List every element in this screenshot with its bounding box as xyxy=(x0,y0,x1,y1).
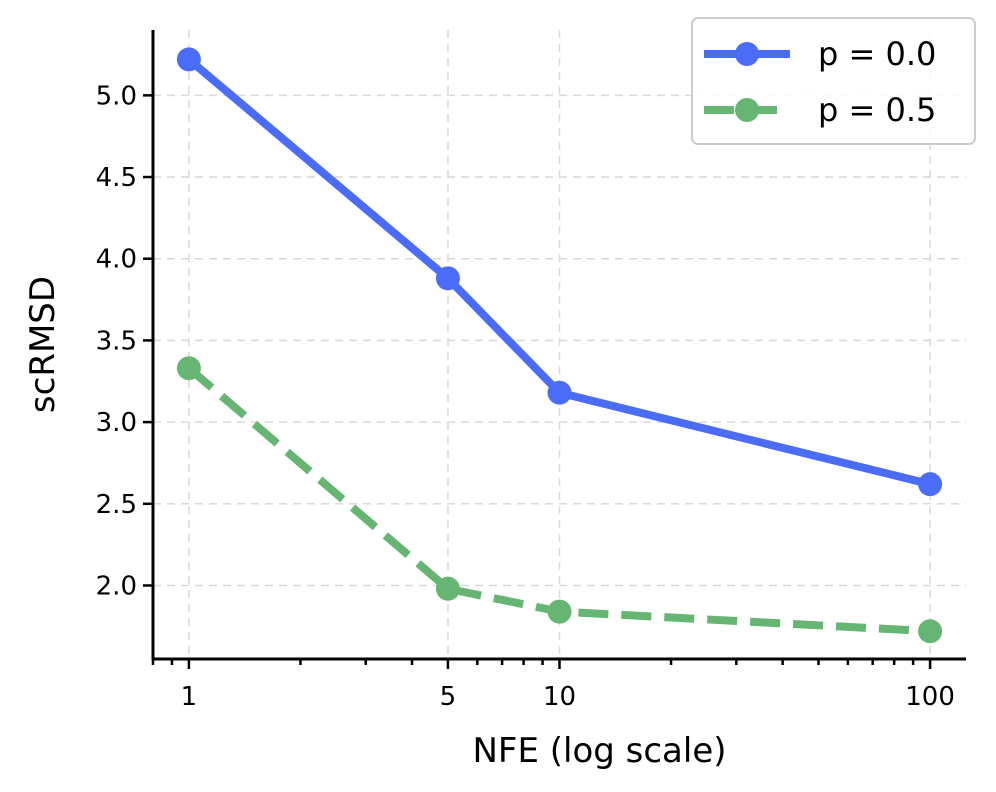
legend-label: p = 0.0 xyxy=(818,35,936,73)
x-tick-label: 5 xyxy=(440,682,457,712)
series-line xyxy=(186,365,931,636)
data-point xyxy=(435,576,460,601)
data-point xyxy=(176,356,201,381)
data-point xyxy=(918,472,943,497)
data-point xyxy=(918,619,943,644)
x-tick-label: 1 xyxy=(181,682,198,712)
y-tick-label: 2.0 xyxy=(96,571,137,601)
y-tick-label: 5.0 xyxy=(96,81,137,111)
y-axis-title: scRMSD xyxy=(23,276,63,413)
legend: p = 0.0 p = 0.5 xyxy=(691,17,976,145)
x-axis-title: NFE (log scale) xyxy=(472,731,726,771)
x-tick-label: 100 xyxy=(905,682,955,712)
y-tick-label: 4.0 xyxy=(96,245,137,275)
data-point xyxy=(547,380,572,405)
y-tick-label: 3.0 xyxy=(96,408,137,438)
series-group xyxy=(176,47,943,644)
data-point xyxy=(176,47,201,72)
x-tick-label: 10 xyxy=(543,682,576,712)
y-tick-label: 3.5 xyxy=(96,326,137,356)
legend-marker xyxy=(735,42,759,66)
data-point xyxy=(547,599,572,624)
legend-label: p = 0.5 xyxy=(818,91,936,129)
y-tick-label: 4.5 xyxy=(96,163,137,193)
series-line xyxy=(186,56,932,489)
axes: 2.0 2.5 3.0 3.5 4.0 4.5 5.0 1 5 10 100 NFE (log sca… xyxy=(23,30,966,771)
y-tick-label: 2.5 xyxy=(96,490,137,520)
legend-marker xyxy=(735,98,759,122)
data-point xyxy=(435,266,460,291)
